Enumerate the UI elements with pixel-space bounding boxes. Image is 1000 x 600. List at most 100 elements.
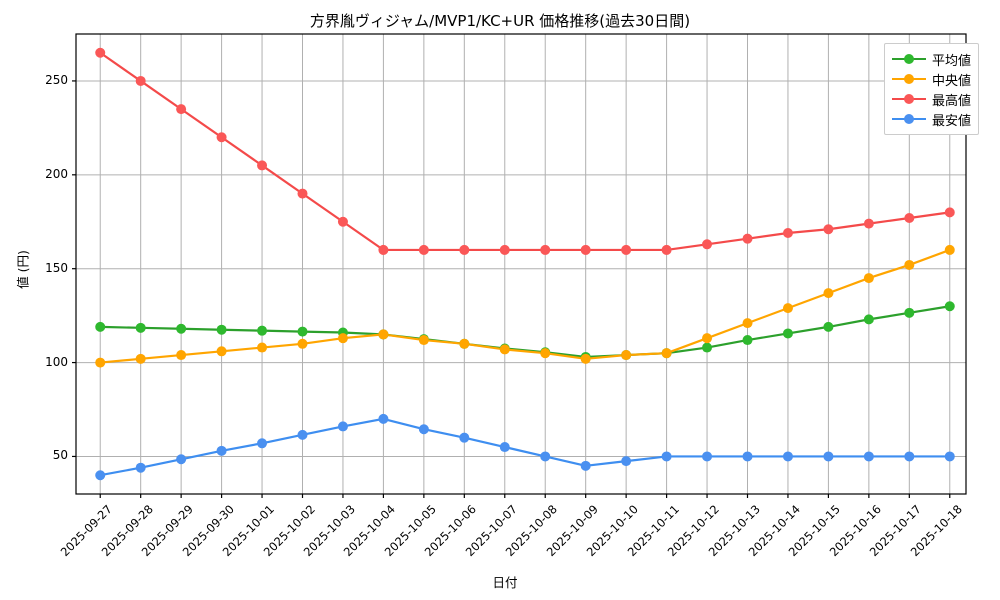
- series-line: [99, 51, 951, 252]
- series-data-point: [499, 344, 510, 355]
- series-data-point: [823, 451, 834, 462]
- series-line: [99, 417, 951, 477]
- series-data-point: [216, 324, 227, 335]
- series-data-point: [297, 188, 308, 199]
- legend-item-最安値[interactable]: 最安値: [892, 109, 971, 129]
- legend-swatch-icon: [892, 92, 926, 106]
- series-data-point: [742, 318, 753, 329]
- legend-label: 平均値: [932, 53, 972, 69]
- series-data-point: [499, 442, 510, 453]
- series-data-point: [823, 224, 834, 235]
- y-tick-label: 250: [45, 72, 68, 87]
- series-data-point: [782, 328, 793, 339]
- series-data-point: [176, 350, 187, 361]
- series-line: [99, 248, 951, 364]
- legend-label: 最高値: [932, 93, 972, 109]
- series-data-point: [580, 244, 591, 255]
- series-data-point: [418, 335, 429, 346]
- series-data-point: [135, 462, 146, 473]
- series-data-point: [702, 333, 713, 344]
- series-data-point: [337, 216, 348, 227]
- series-data-point: [823, 321, 834, 332]
- series-data-point: [702, 239, 713, 250]
- series-data-point: [944, 244, 955, 255]
- series-data-point: [782, 451, 793, 462]
- axes-frame: [75, 33, 967, 495]
- x-axis-label: 日付: [492, 575, 518, 590]
- series-data-point: [782, 303, 793, 314]
- series-data-point: [621, 456, 632, 467]
- series-data-point: [257, 325, 268, 336]
- y-tick-label: 200: [45, 166, 68, 181]
- legend-item-最高値[interactable]: 最高値: [892, 89, 971, 109]
- series-data-point: [580, 353, 591, 364]
- series-data-point: [580, 460, 591, 471]
- series-data-point: [297, 338, 308, 349]
- legend-swatch-icon: [892, 72, 926, 86]
- series-data-point: [257, 160, 268, 171]
- series-data-point: [257, 342, 268, 353]
- series-line: [99, 305, 951, 359]
- series-data-point: [863, 273, 874, 284]
- series-data-point: [95, 357, 106, 368]
- series-data-point: [904, 259, 915, 270]
- legend-item-平均値[interactable]: 平均値: [892, 49, 971, 69]
- series-data-point: [661, 244, 672, 255]
- chart-title: 方界胤ヴィジャム/MVP1/KC+UR 価格推移(過去30日間): [309, 12, 691, 30]
- series-data-point: [95, 47, 106, 58]
- series-data-point: [621, 244, 632, 255]
- series-data-point: [418, 424, 429, 435]
- series-data-point: [135, 75, 146, 86]
- legend-swatch-icon: [892, 112, 926, 126]
- series-data-point: [135, 353, 146, 364]
- series-data-point: [459, 244, 470, 255]
- series-data-point: [661, 451, 672, 462]
- series-data-point: [95, 470, 106, 481]
- series-data-point: [216, 346, 227, 357]
- series-data-point: [702, 342, 713, 353]
- series-data-point: [863, 218, 874, 229]
- legend-label: 最安値: [932, 113, 972, 129]
- series-data-point: [216, 132, 227, 143]
- series-data-point: [540, 244, 551, 255]
- legend-item-中央値[interactable]: 中央値: [892, 69, 971, 89]
- series-data-point: [540, 451, 551, 462]
- legend-swatch-icon: [892, 52, 926, 66]
- series-data-point: [540, 348, 551, 359]
- y-tick-label: 50: [52, 448, 68, 463]
- series-data-point: [95, 321, 106, 332]
- series-data-point: [337, 421, 348, 432]
- series-data-point: [216, 445, 227, 456]
- chart-legend: 平均値中央値最高値最安値: [884, 43, 980, 135]
- series-data-point: [176, 323, 187, 334]
- legend-label: 中央値: [932, 73, 972, 89]
- series-data-point: [297, 429, 308, 440]
- series-data-point: [378, 244, 389, 255]
- series-data-point: [904, 451, 915, 462]
- series-data-point: [257, 438, 268, 449]
- series-data-point: [742, 233, 753, 244]
- series-data-point: [782, 228, 793, 239]
- series-data-point: [742, 451, 753, 462]
- series-data-point: [176, 104, 187, 115]
- series-data-point: [823, 288, 834, 299]
- series-data-point: [621, 350, 632, 361]
- series-data-point: [944, 451, 955, 462]
- series-data-point: [378, 329, 389, 340]
- series-data-point: [418, 244, 429, 255]
- series-data-point: [499, 244, 510, 255]
- series-data-point: [944, 207, 955, 218]
- series-data-point: [702, 451, 713, 462]
- series-data-point: [337, 333, 348, 344]
- series-data-point: [944, 301, 955, 312]
- series-data-point: [863, 451, 874, 462]
- series-data-point: [135, 322, 146, 333]
- y-tick-label: 150: [45, 260, 68, 275]
- series-data-point: [904, 307, 915, 318]
- series-data-point: [459, 432, 470, 443]
- y-tick-label: 100: [45, 354, 68, 369]
- series-data-point: [459, 338, 470, 349]
- series-data-point: [176, 454, 187, 465]
